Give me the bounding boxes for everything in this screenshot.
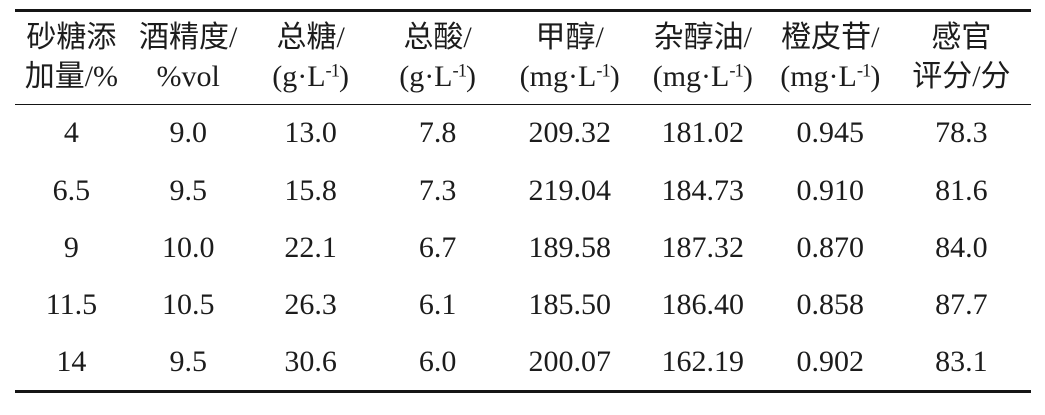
header-line1: 杂醇油/ [653, 21, 752, 54]
table-cell: 0.945 [796, 116, 865, 150]
header-line2: (mg·L-1) [652, 60, 753, 93]
table-cell: 84.0 [935, 230, 988, 264]
table-cell: 0.910 [796, 173, 865, 207]
header-line1: 砂糖添 [26, 21, 117, 54]
header-line2: (mg·L-1) [519, 60, 620, 93]
table-cell: 181.02 [661, 116, 745, 150]
header-line2: 加量/% [24, 60, 119, 93]
header-line1: 总糖/ [276, 21, 345, 54]
table-row: 4 9.0 13.0 7.8 209.32 181.02 0.945 78.3 [15, 105, 1031, 162]
table-cell: 9 [63, 230, 79, 264]
table-cell: 6.7 [418, 230, 457, 264]
table-cell: 9.0 [169, 116, 207, 150]
header-line1: 感官 [931, 21, 992, 54]
col-header-sugar-addition: 砂糖添 加量/% [15, 10, 128, 105]
table-cell: 83.1 [935, 345, 988, 378]
table-cell: 209.32 [528, 116, 611, 150]
col-header-total-acid: 总酸/ (g·L-1) [372, 10, 503, 105]
table-cell: 26.3 [284, 288, 337, 322]
header-line2: %vol [156, 60, 220, 93]
table-cell: 6.1 [418, 288, 457, 322]
table-cell: 4 [63, 116, 79, 150]
table-cell: 200.07 [528, 345, 611, 378]
table-header: 砂糖添 加量/% 酒精度/ %vol 总糖/ (g·L-1) 总酸/ (g·L-… [15, 10, 1031, 105]
header-line2: 评分/分 [912, 60, 1011, 93]
table-cell: 15.8 [284, 173, 337, 207]
table-cell: 11.5 [45, 288, 98, 322]
table-cell: 13.0 [284, 116, 337, 150]
table-cell: 185.50 [528, 288, 611, 322]
table-cell: 186.40 [661, 288, 745, 322]
table-row: 6.5 9.5 15.8 7.3 219.04 184.73 0.910 81.… [15, 162, 1031, 219]
table-cell: 78.3 [935, 116, 988, 150]
table-cell: 0.870 [796, 230, 865, 264]
col-header-alcohol: 酒精度/ %vol [127, 10, 249, 105]
header-line2: (g·L-1) [272, 60, 350, 93]
table-cell: 7.3 [418, 173, 457, 207]
col-header-sensory-score: 感官 评分/分 [891, 10, 1031, 105]
table-row: 9 10.0 22.1 6.7 189.58 187.32 0.870 84.0 [15, 219, 1031, 276]
table-cell: 184.73 [661, 173, 745, 207]
table-row: 14 9.5 30.6 6.0 200.07 162.19 0.902 83.1 [15, 334, 1031, 391]
header-row: 砂糖添 加量/% 酒精度/ %vol 总糖/ (g·L-1) 总酸/ (g·L-… [15, 10, 1031, 105]
table-cell: 162.19 [661, 345, 745, 378]
table-cell: 189.58 [528, 230, 611, 264]
table-cell: 30.6 [284, 345, 337, 378]
table-cell: 9.5 [169, 173, 207, 207]
table-cell: 87.7 [935, 288, 988, 322]
table-cell: 6.0 [418, 345, 457, 378]
col-header-methanol: 甲醇/ (mg·L-1) [502, 10, 637, 105]
header-line1: 总酸/ [403, 21, 472, 54]
table-cell: 10.0 [161, 230, 215, 264]
table-cell: 6.5 [52, 173, 91, 207]
results-table: 砂糖添 加量/% 酒精度/ %vol 总糖/ (g·L-1) 总酸/ (g·L-… [15, 9, 1031, 393]
table-cell: 219.04 [528, 173, 611, 207]
header-line1: 甲醇/ [535, 21, 604, 54]
table-cell: 22.1 [284, 230, 337, 264]
table-cell: 0.902 [796, 345, 865, 378]
table-cell: 7.8 [418, 116, 457, 150]
table-body: 4 9.0 13.0 7.8 209.32 181.02 0.945 78.3 … [15, 105, 1031, 392]
header-line1: 酒精度/ [139, 21, 238, 54]
table-cell: 14 [56, 345, 87, 378]
table-cell: 9.5 [169, 345, 207, 378]
table-row: 11.5 10.5 26.3 6.1 185.50 186.40 0.858 8… [15, 277, 1031, 334]
table-cell: 10.5 [161, 288, 215, 322]
col-header-hesperidin: 橙皮苷/ (mg·L-1) [768, 10, 892, 105]
table-cell: 0.858 [796, 288, 865, 322]
table-cell: 187.32 [661, 230, 745, 264]
header-line2: (mg·L-1) [780, 60, 881, 93]
col-header-total-sugar: 总糖/ (g·L-1) [248, 10, 373, 105]
col-header-fusel-oil: 杂醇油/ (mg·L-1) [636, 10, 769, 105]
table-cell: 81.6 [935, 173, 988, 207]
header-line2: (g·L-1) [399, 60, 477, 93]
header-line1: 橙皮苷/ [781, 21, 880, 54]
